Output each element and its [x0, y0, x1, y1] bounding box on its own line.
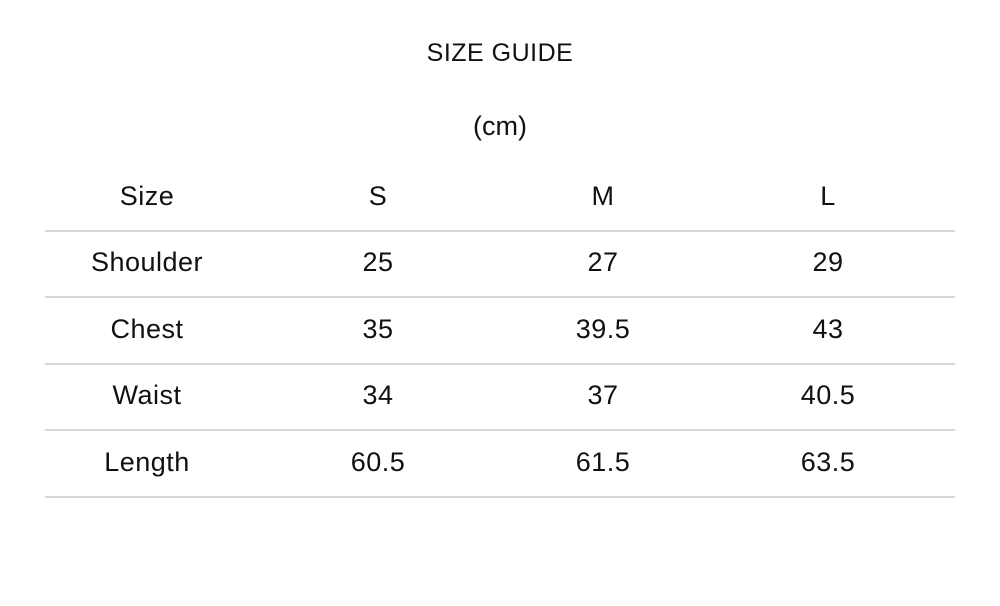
table-cell: 37 — [587, 380, 619, 410]
header-cell: M — [591, 181, 615, 211]
table-cell: 29 — [812, 247, 844, 277]
table-cell: 61.5 — [575, 447, 631, 477]
table-cell: 39.5 — [575, 314, 631, 344]
table-cell: 63.5 — [800, 447, 856, 477]
table-row: Length 60.5 61.5 63.5 — [45, 429, 955, 498]
row-label: Length — [104, 447, 190, 477]
table-cell: 35 — [362, 314, 394, 344]
table-cell: 40.5 — [800, 380, 856, 410]
row-label: Waist — [112, 380, 182, 410]
header-cell: L — [820, 181, 836, 211]
page-title: SIZE GUIDE — [426, 39, 574, 67]
table-row: Chest 35 39.5 43 — [45, 296, 955, 365]
header-cell: Size — [119, 181, 175, 211]
table-row: Shoulder 25 27 29 — [45, 229, 955, 298]
table-cell: 25 — [362, 247, 394, 277]
table-header-row: Size S M L — [45, 163, 955, 232]
unit-label: (cm) — [473, 111, 527, 141]
table-row: Waist 34 37 40.5 — [45, 362, 955, 431]
row-label: Chest — [110, 314, 184, 344]
table-cell: 27 — [587, 247, 619, 277]
table-cell: 60.5 — [350, 447, 406, 477]
table-cell: 43 — [812, 314, 844, 344]
header-cell: S — [368, 181, 388, 211]
row-label: Shoulder — [90, 247, 204, 277]
table-cell: 34 — [362, 380, 394, 410]
